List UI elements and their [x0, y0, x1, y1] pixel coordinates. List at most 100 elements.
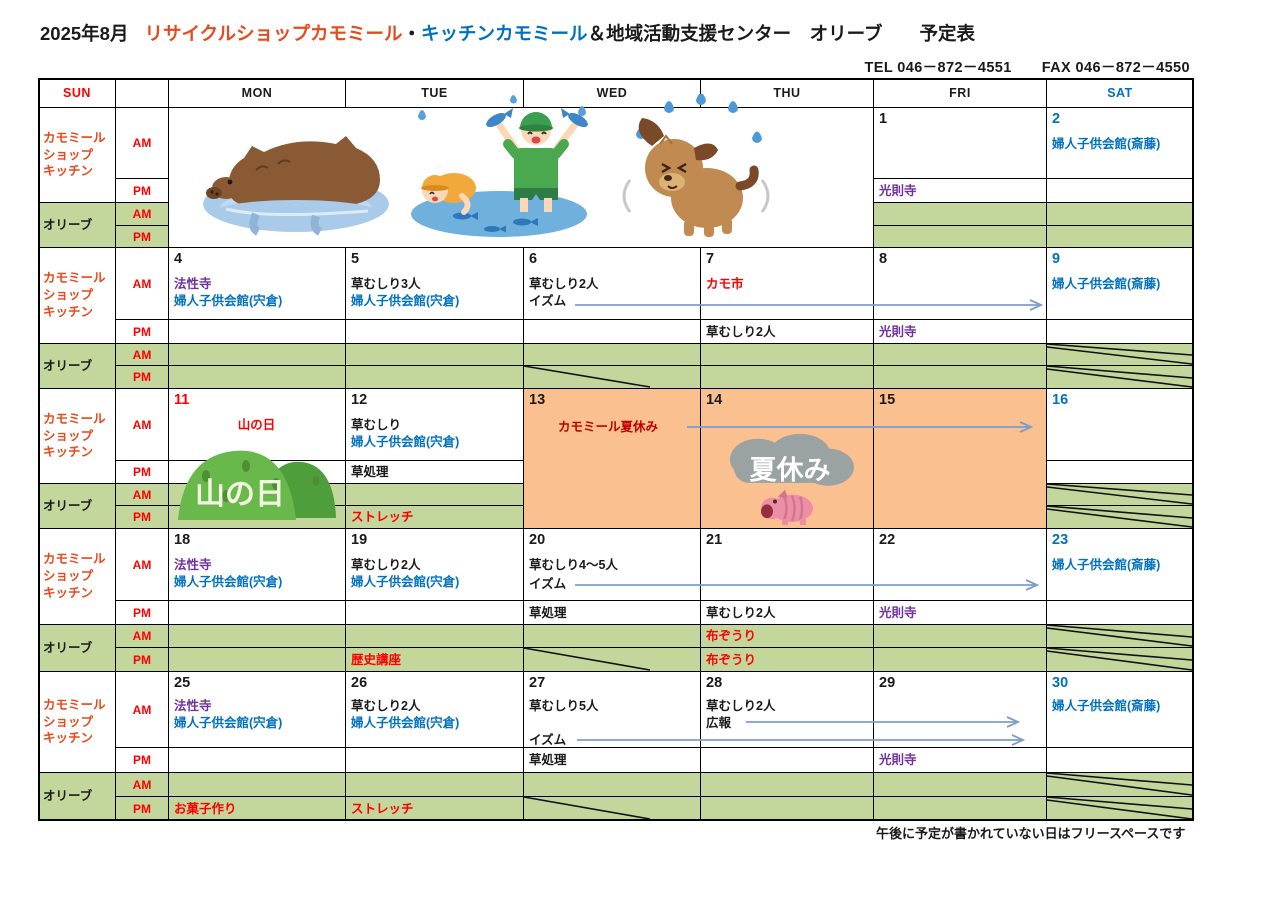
am-event: カモミール夏休み: [558, 420, 659, 434]
no-service-diagonal: [523, 796, 700, 820]
day-cell-pm: [168, 319, 346, 344]
day-cell-am: [873, 671, 1047, 748]
kouhou-arrow-icon: [745, 714, 1021, 730]
am-event: 草むしり3人: [351, 277, 421, 291]
day-number-15: 15: [879, 392, 896, 408]
olive-pm-event: ストレッチ: [351, 802, 414, 816]
day-cell-am: [873, 107, 1047, 179]
closed-diagonal: [1046, 624, 1193, 647]
kamomile-label-cell: [38, 671, 116, 773]
no-service-diagonal: [523, 365, 700, 388]
day-cell-pm: [168, 600, 346, 625]
olive-pm-event: お菓子作り: [174, 802, 237, 816]
ampm-label-pm: PM: [133, 605, 151, 620]
am-event: 草むしり2人: [351, 699, 421, 713]
header-label-blank: [115, 78, 169, 108]
olive-cell-pm: [873, 225, 1047, 248]
header-label-MON: MON: [241, 86, 273, 100]
header-label-SUN: SUN: [63, 86, 91, 100]
olive-cell-am: [873, 772, 1047, 797]
pm-event: 草処理: [529, 606, 567, 620]
summer-vacation-cell-day-13: [523, 388, 701, 529]
svg-text:夏休み: 夏休み: [750, 455, 831, 485]
am-event: 婦人子供会館(宍倉): [351, 575, 460, 589]
day-cell-am: [523, 247, 701, 320]
dog-shaking-illustration-icon: [612, 93, 777, 244]
day-cell-pm: [700, 747, 874, 773]
am-event: 草むしり2人: [706, 699, 776, 713]
olive-cell-pm: [1046, 225, 1194, 248]
ampm-label-am: AM: [132, 557, 152, 572]
ampm-label-pm: PM: [133, 801, 151, 816]
ampm-cell: [115, 671, 169, 748]
kids-fishing-illustration-icon: [402, 92, 597, 240]
olive-cell-am: [345, 343, 524, 366]
ampm-label-am: AM: [132, 136, 152, 150]
ampm-label-am: AM: [132, 207, 152, 221]
closed-diagonal: [1046, 483, 1193, 505]
olive-cell-am: [700, 772, 874, 797]
day-number-23: 23: [1052, 532, 1069, 548]
day-cell-pm: [168, 747, 346, 773]
am-event: 婦人子供会館(斎藤): [1052, 558, 1161, 572]
olive-cell-am: [345, 624, 524, 648]
day-number-5: 5: [351, 251, 360, 267]
day-number-29: 29: [879, 675, 896, 691]
day-number-28: 28: [706, 675, 723, 691]
olive-cell-am: [523, 772, 701, 797]
am-event: 草むしり5人: [529, 699, 599, 713]
am-event: 山の日: [237, 418, 276, 432]
olive-pm-event: ストレッチ: [351, 510, 414, 524]
olive-label-cell: [38, 343, 116, 389]
olive-label: オリーブ: [43, 358, 93, 373]
am-event: 法性寺: [174, 699, 212, 713]
day-cell-am: [345, 671, 524, 748]
fax-number: FAX 046－872－4550: [1041, 60, 1190, 76]
closed-diagonal: [1046, 505, 1193, 528]
olive-cell-pm: [345, 647, 524, 672]
olive-cell-am: [873, 624, 1047, 648]
day-number-26: 26: [351, 675, 368, 691]
ampm-label-pm: PM: [133, 229, 151, 244]
day-number-13: 13: [529, 392, 546, 408]
olive-label-cell: [38, 624, 116, 672]
day-cell-am: [700, 528, 874, 601]
day-cell-am: [168, 247, 346, 320]
olive-cell-pm: [168, 647, 346, 672]
olive-cell-am: [345, 772, 524, 797]
olive-cell-am: [523, 624, 701, 648]
olive-cell-am: [1046, 624, 1194, 648]
day-cell-am: [1046, 388, 1194, 461]
olive-am-event: 布ぞうり: [706, 629, 757, 643]
tel-number: TEL 046－872－4551: [864, 60, 1012, 76]
day-cell-pm: [523, 319, 701, 344]
kamomile-shop-kitchen-label: カモミール ショップ キッチン: [43, 271, 106, 319]
olive-cell-pm: [345, 365, 524, 389]
am-event: 広報: [706, 716, 732, 730]
olive-cell-pm: [700, 365, 874, 389]
header-label-FRI: FRI: [949, 86, 971, 100]
day-number-12: 12: [351, 392, 368, 408]
contact-info: TEL 046－872－4551 FAX 046－872－4550: [865, 56, 1190, 77]
day-number-7: 7: [706, 251, 715, 267]
ampm-label-pm: PM: [133, 753, 151, 767]
summer-vacation-illustration-icon: 夏休み: [716, 426, 864, 526]
closed-diagonal: [1046, 647, 1193, 671]
day-cell-am: [523, 671, 701, 748]
am-event: 草むしり2人: [529, 277, 599, 291]
izumu-continues-arrow-icon: [574, 577, 1040, 593]
free-space-note: 午後に予定が書かれていない日はフリースペースです: [876, 826, 1186, 841]
header-label-SAT: SAT: [1107, 86, 1133, 100]
am-event: 婦人子供会館(斎藤): [1052, 277, 1161, 291]
day-number-6: 6: [529, 251, 538, 267]
day-cell-am: [168, 671, 346, 748]
am-event: 法性寺: [174, 277, 212, 291]
olive-cell-pm: [873, 796, 1047, 821]
day-number-22: 22: [879, 532, 896, 548]
ampm-label-pm: PM: [133, 652, 151, 667]
am-event: イズム: [529, 294, 567, 308]
olive-cell-am: [168, 772, 346, 797]
day-cell-pm: [345, 460, 524, 484]
day-cell-am: [1046, 107, 1194, 179]
